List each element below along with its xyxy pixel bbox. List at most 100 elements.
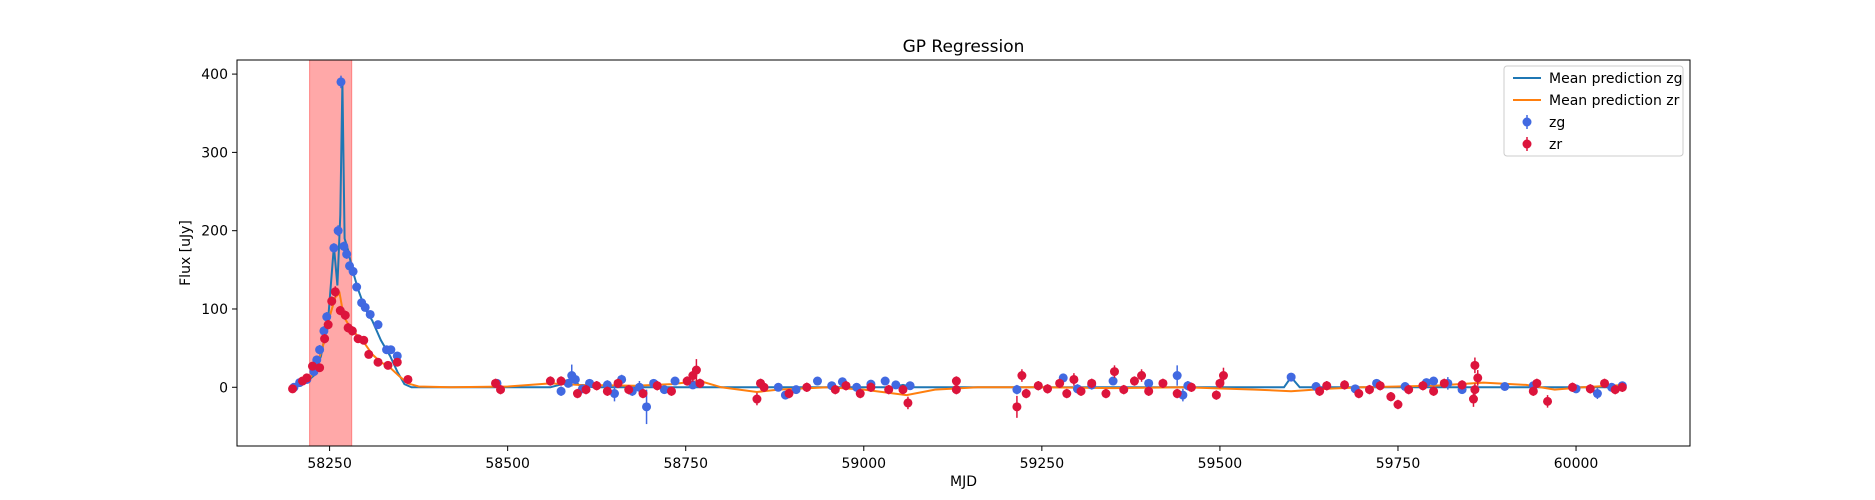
marker xyxy=(1021,389,1031,399)
x-tick-label: 58750 xyxy=(663,456,708,472)
marker xyxy=(759,382,769,392)
data-point xyxy=(373,357,383,367)
plot-frame xyxy=(236,59,1691,447)
data-point xyxy=(1109,365,1119,378)
data-point xyxy=(1076,386,1086,396)
data-point xyxy=(491,378,501,389)
marker xyxy=(609,389,619,399)
data-point xyxy=(1364,384,1374,395)
marker xyxy=(638,389,648,399)
marker xyxy=(1364,385,1374,395)
marker xyxy=(340,310,350,320)
data-point xyxy=(1215,378,1225,389)
data-point xyxy=(342,249,352,259)
legend-label: Mean prediction zg xyxy=(1549,71,1683,87)
marker xyxy=(556,376,566,386)
data-point xyxy=(340,310,350,320)
marker xyxy=(1172,389,1182,399)
marker xyxy=(1470,385,1480,395)
data-point xyxy=(1021,388,1031,399)
data-point xyxy=(830,384,840,395)
data-point xyxy=(695,378,705,389)
data-point xyxy=(392,357,402,367)
legend-marker-swatch xyxy=(1522,117,1532,127)
marker xyxy=(364,349,374,359)
data-point xyxy=(1592,388,1602,400)
data-point xyxy=(1610,384,1620,395)
data-point xyxy=(1617,382,1627,392)
legend-item: zg xyxy=(1522,115,1565,131)
marker xyxy=(666,386,676,396)
marker xyxy=(784,389,794,399)
data-point xyxy=(691,359,701,382)
marker xyxy=(812,376,822,386)
marker xyxy=(1567,382,1577,392)
y-axis-label: Flux [uJy] xyxy=(178,220,194,286)
marker xyxy=(1600,378,1610,388)
marker xyxy=(556,386,566,396)
data-point xyxy=(1218,367,1228,384)
data-point xyxy=(1172,388,1182,399)
marker xyxy=(383,360,393,370)
data-point xyxy=(288,384,298,394)
marker xyxy=(791,385,801,395)
x-tick-label: 58250 xyxy=(307,456,352,472)
marker xyxy=(359,335,369,345)
marker xyxy=(333,226,343,236)
marker xyxy=(1119,385,1129,395)
data-point xyxy=(1172,365,1182,386)
data-point xyxy=(1315,386,1325,396)
data-point xyxy=(903,396,913,410)
data-point xyxy=(884,384,894,395)
data-point xyxy=(383,360,393,370)
marker xyxy=(1340,380,1350,390)
legend-label: zr xyxy=(1549,137,1562,153)
marker xyxy=(496,385,506,395)
marker xyxy=(545,376,555,386)
marker xyxy=(563,378,573,388)
data-point xyxy=(773,382,783,392)
marker xyxy=(315,363,325,373)
data-point xyxy=(1087,378,1097,389)
data-point xyxy=(496,384,506,395)
marker xyxy=(1055,378,1065,388)
marker xyxy=(329,243,339,253)
marker xyxy=(670,376,680,386)
data-point xyxy=(320,334,330,344)
data-point xyxy=(359,335,369,345)
marker xyxy=(323,320,333,330)
marker xyxy=(581,385,591,395)
data-point xyxy=(1186,382,1196,392)
data-point xyxy=(302,373,312,383)
data-point xyxy=(905,381,915,391)
series-line-0 xyxy=(293,81,1626,389)
marker xyxy=(695,378,705,388)
data-point xyxy=(898,384,908,395)
data-point xyxy=(659,385,669,395)
marker xyxy=(884,385,894,395)
data-point xyxy=(373,320,383,330)
data-point xyxy=(365,309,375,319)
data-point xyxy=(315,344,325,355)
data-point xyxy=(1567,382,1577,392)
chart-title: GP Regression xyxy=(903,37,1025,57)
y-tick-label: 300 xyxy=(201,145,228,161)
marker xyxy=(1468,394,1478,404)
y-tick-label: 100 xyxy=(201,302,228,318)
marker xyxy=(802,382,812,392)
legend-box xyxy=(1503,65,1684,157)
data-point xyxy=(1340,380,1350,390)
marker xyxy=(373,357,383,367)
marker xyxy=(348,266,358,276)
marker xyxy=(659,385,669,395)
data-point xyxy=(352,282,362,292)
marker xyxy=(302,373,312,383)
marker xyxy=(691,365,701,375)
marker xyxy=(315,345,325,355)
marker xyxy=(1108,376,1118,386)
data-point xyxy=(1457,380,1467,390)
marker xyxy=(1012,402,1022,412)
data-point xyxy=(327,296,337,306)
marker xyxy=(1186,382,1196,392)
